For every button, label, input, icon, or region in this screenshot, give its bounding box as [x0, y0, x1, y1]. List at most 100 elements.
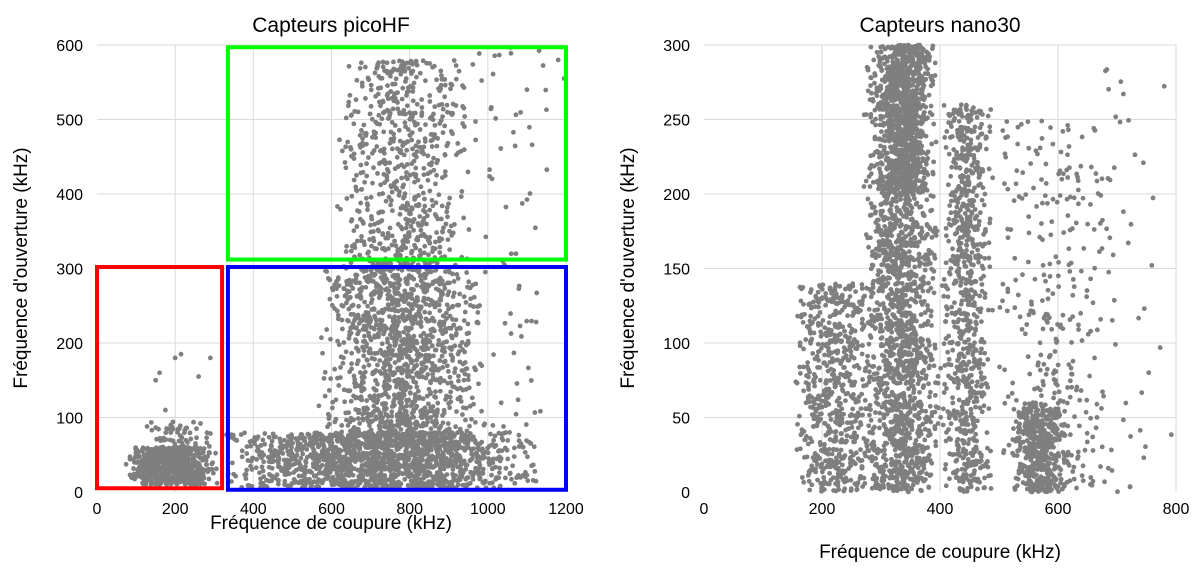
data-point — [419, 360, 425, 366]
data-point — [416, 466, 422, 472]
data-point — [157, 370, 162, 376]
data-point — [377, 269, 383, 275]
data-point — [437, 388, 443, 394]
data-point — [290, 440, 296, 446]
data-point — [438, 216, 444, 222]
data-point — [404, 281, 410, 287]
data-point — [461, 294, 467, 300]
data-point — [436, 192, 442, 198]
data-point — [420, 396, 426, 402]
data-point — [134, 470, 140, 476]
data-point — [411, 80, 417, 86]
data-point — [320, 350, 325, 356]
data-point — [197, 445, 203, 451]
data-point — [434, 260, 440, 266]
data-point — [378, 292, 383, 297]
data-point — [416, 354, 421, 360]
data-point — [441, 322, 447, 328]
data-point — [296, 473, 302, 479]
data-point — [459, 368, 465, 373]
data-point — [338, 364, 343, 370]
data-point — [417, 127, 423, 132]
data-point — [391, 131, 397, 137]
data-point — [407, 218, 413, 224]
data-point — [935, 421, 941, 426]
data-point — [137, 454, 142, 459]
data-point — [345, 318, 350, 323]
data-point — [417, 248, 423, 253]
data-point — [376, 433, 382, 439]
data-point — [347, 388, 353, 394]
data-point — [343, 437, 349, 442]
data-point — [352, 242, 357, 247]
data-point — [395, 418, 401, 424]
data-point — [441, 407, 447, 413]
data-point — [342, 399, 348, 405]
data-point — [504, 447, 510, 453]
data-point — [472, 367, 478, 373]
data-point — [430, 245, 436, 251]
data-point — [399, 307, 405, 313]
data-point — [393, 186, 399, 192]
data-point — [439, 76, 445, 82]
data-point — [339, 148, 345, 154]
data-point — [365, 406, 370, 412]
data-point — [411, 287, 416, 293]
data-point — [419, 415, 425, 421]
data-point — [456, 378, 461, 384]
data-point — [491, 437, 497, 443]
data-point — [479, 408, 484, 414]
data-point — [420, 429, 426, 435]
data-point — [404, 147, 410, 153]
data-point — [276, 457, 282, 463]
data-point — [183, 437, 189, 443]
data-point — [928, 208, 934, 214]
data-point — [312, 461, 318, 467]
data-point — [390, 372, 396, 378]
data-point — [214, 480, 220, 486]
data-point — [411, 479, 416, 485]
data-point — [437, 238, 442, 244]
data-point — [428, 297, 434, 303]
data-point — [376, 74, 382, 79]
y-tick-label: 200 — [56, 336, 83, 353]
data-point — [358, 394, 364, 400]
data-point — [411, 171, 417, 177]
data-point — [345, 139, 351, 145]
data-point — [262, 441, 268, 447]
data-point — [424, 213, 430, 219]
data-point — [353, 280, 359, 286]
data-point — [434, 477, 439, 482]
data-point — [210, 470, 216, 476]
data-point — [159, 455, 165, 461]
data-point — [355, 331, 360, 337]
data-point — [414, 74, 419, 80]
data-point — [408, 390, 413, 396]
data-point — [347, 92, 353, 98]
data-point — [360, 169, 366, 175]
data-point — [493, 116, 499, 121]
data-point — [444, 456, 449, 461]
data-point — [464, 462, 470, 468]
data-point — [440, 114, 445, 120]
data-point — [418, 227, 424, 233]
data-point — [543, 87, 549, 93]
data-point — [861, 184, 867, 189]
data-point — [359, 475, 364, 481]
data-point — [373, 416, 379, 422]
data-point — [401, 421, 407, 426]
data-point — [327, 463, 333, 468]
data-point — [449, 443, 454, 449]
data-point — [479, 363, 485, 369]
data-point — [164, 479, 169, 485]
data-point — [357, 420, 363, 426]
data-point — [452, 343, 458, 349]
data-point — [434, 443, 440, 449]
data-point — [381, 157, 387, 163]
data-point — [377, 219, 383, 225]
data-point — [430, 64, 435, 70]
data-point — [254, 457, 260, 462]
data-point — [269, 438, 275, 444]
data-point — [414, 282, 420, 288]
data-point — [528, 378, 534, 383]
